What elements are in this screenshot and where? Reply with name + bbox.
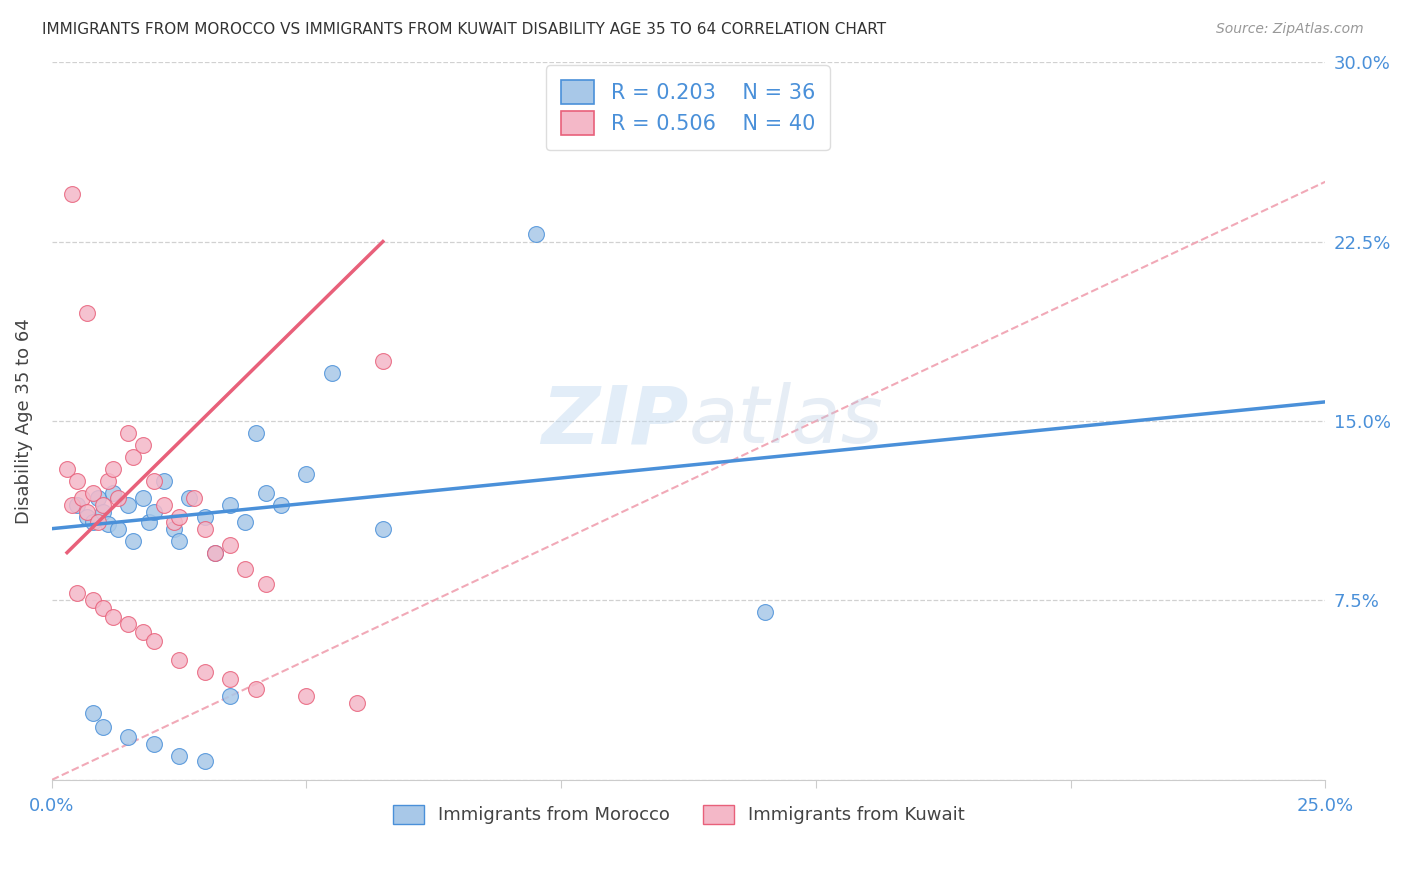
Legend: R = 0.203    N = 36, R = 0.506    N = 40: R = 0.203 N = 36, R = 0.506 N = 40 — [546, 65, 830, 150]
Point — [153, 474, 176, 488]
Point — [76, 505, 98, 519]
Point — [56, 462, 79, 476]
Point — [101, 485, 124, 500]
Point — [86, 515, 108, 529]
Text: Source: ZipAtlas.com: Source: ZipAtlas.com — [1216, 22, 1364, 37]
Point — [245, 681, 267, 696]
Point — [194, 509, 217, 524]
Point — [72, 491, 94, 505]
Point — [107, 491, 129, 505]
Point — [524, 227, 547, 242]
Point — [117, 498, 139, 512]
Point — [132, 438, 155, 452]
Point — [86, 491, 108, 505]
Point — [270, 498, 292, 512]
Point — [194, 522, 217, 536]
Point — [346, 696, 368, 710]
Point — [295, 467, 318, 481]
Point — [245, 425, 267, 440]
Point — [138, 515, 160, 529]
Point — [167, 509, 190, 524]
Point — [101, 462, 124, 476]
Point — [219, 689, 242, 703]
Text: IMMIGRANTS FROM MOROCCO VS IMMIGRANTS FROM KUWAIT DISABILITY AGE 35 TO 64 CORREL: IMMIGRANTS FROM MOROCCO VS IMMIGRANTS FR… — [42, 22, 886, 37]
Point — [167, 533, 190, 548]
Point — [117, 425, 139, 440]
Point — [122, 450, 145, 464]
Point — [60, 498, 83, 512]
Point — [91, 600, 114, 615]
Point — [153, 498, 176, 512]
Point — [66, 586, 89, 600]
Point — [295, 689, 318, 703]
Point — [163, 515, 186, 529]
Point — [371, 522, 394, 536]
Point — [194, 754, 217, 768]
Point — [219, 498, 242, 512]
Text: Immigrants from Kuwait: Immigrants from Kuwait — [748, 805, 965, 823]
Point — [142, 737, 165, 751]
Point — [321, 366, 343, 380]
Point — [254, 485, 277, 500]
Point — [107, 522, 129, 536]
Point — [167, 748, 190, 763]
Point — [97, 474, 120, 488]
Point — [163, 522, 186, 536]
Point — [82, 593, 104, 607]
Point — [132, 491, 155, 505]
Text: ZIP: ZIP — [541, 382, 689, 460]
Point — [91, 720, 114, 734]
Point — [371, 354, 394, 368]
Point — [117, 617, 139, 632]
Point — [76, 509, 98, 524]
Point — [66, 498, 89, 512]
Point — [233, 515, 256, 529]
Point — [82, 485, 104, 500]
Point — [179, 491, 201, 505]
Point — [194, 665, 217, 680]
Point — [60, 186, 83, 201]
Point — [117, 730, 139, 744]
Point — [142, 474, 165, 488]
Point — [204, 546, 226, 560]
Point — [122, 533, 145, 548]
Point — [132, 624, 155, 639]
Point — [66, 474, 89, 488]
Point — [219, 538, 242, 552]
Point — [101, 610, 124, 624]
Point — [76, 306, 98, 320]
Point — [167, 653, 190, 667]
Text: Immigrants from Morocco: Immigrants from Morocco — [439, 805, 671, 823]
Point — [91, 505, 114, 519]
Point — [97, 516, 120, 531]
Y-axis label: Disability Age 35 to 64: Disability Age 35 to 64 — [15, 318, 32, 524]
Point — [183, 491, 205, 505]
Point — [82, 706, 104, 720]
Point — [82, 515, 104, 529]
Text: atlas: atlas — [689, 382, 883, 460]
Point — [204, 546, 226, 560]
Point — [91, 498, 114, 512]
Point — [219, 673, 242, 687]
Point — [142, 634, 165, 648]
Point — [233, 562, 256, 576]
Point — [254, 576, 277, 591]
Point — [754, 606, 776, 620]
Point — [142, 505, 165, 519]
